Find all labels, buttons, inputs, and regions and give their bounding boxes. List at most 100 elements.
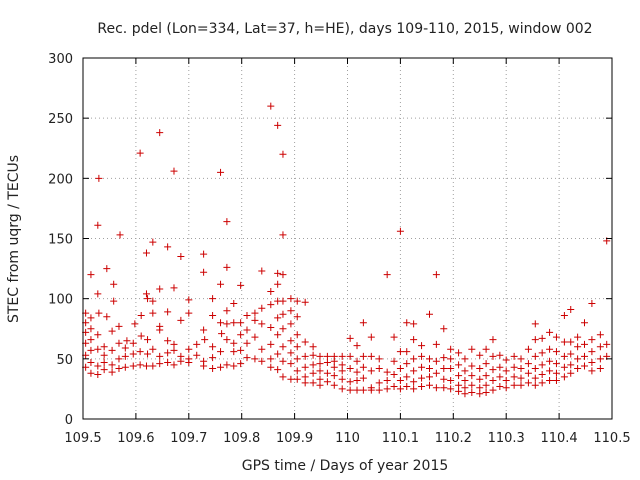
data-point [580, 340, 588, 348]
data-point [510, 363, 518, 371]
data-point [567, 361, 575, 369]
data-point [115, 364, 123, 372]
data-point [237, 346, 245, 354]
data-point [353, 376, 361, 384]
x-tick-labels: 109.5 109.6 109.7 109.8 109.9 110 110.1 110.2 11… [64, 431, 630, 446]
data-point [142, 362, 150, 370]
data-point [100, 366, 108, 374]
data-point [177, 316, 185, 324]
data-point [177, 357, 185, 365]
data-point [359, 363, 367, 371]
data-point [316, 360, 324, 368]
data-point [560, 338, 568, 346]
data-point [243, 339, 251, 347]
data-point [287, 349, 295, 357]
data-point [108, 361, 116, 369]
grid-lines [83, 58, 612, 419]
data-point [87, 358, 95, 366]
data-point [274, 121, 282, 129]
data-point [359, 319, 367, 327]
data-point [383, 368, 391, 376]
data-point [230, 319, 238, 327]
data-point [251, 309, 259, 317]
data-point [287, 337, 295, 345]
data-point [223, 307, 231, 315]
data-point [94, 370, 102, 378]
data-point [432, 271, 440, 279]
data-point [87, 325, 95, 333]
data-point [237, 360, 245, 368]
data-point [432, 357, 440, 365]
data-point [580, 362, 588, 370]
data-point [217, 168, 225, 176]
data-point [149, 238, 157, 246]
data-point [293, 331, 301, 339]
data-point [524, 360, 532, 368]
data-point [596, 343, 604, 351]
data-point [200, 326, 208, 334]
data-point [156, 360, 164, 368]
data-point [209, 354, 217, 362]
data-point [410, 367, 418, 375]
data-point [164, 243, 172, 251]
data-point [455, 372, 463, 380]
data-point [432, 369, 440, 377]
data-point [455, 381, 463, 389]
data-point [489, 352, 497, 360]
data-point [95, 309, 103, 317]
data-point [237, 319, 245, 327]
data-point [274, 269, 282, 277]
data-point [170, 340, 178, 348]
data-point [156, 326, 164, 334]
data-point [223, 361, 231, 369]
data-point [375, 386, 383, 394]
data-point [567, 305, 575, 313]
data-point [301, 298, 309, 306]
data-point [410, 385, 418, 393]
data-point [574, 333, 582, 341]
data-point [87, 346, 95, 354]
data-point [396, 348, 404, 356]
data-point [217, 348, 225, 356]
data-point [287, 375, 295, 383]
data-point [164, 349, 172, 357]
data-point [546, 345, 554, 353]
data-point [596, 355, 604, 363]
data-point [274, 331, 282, 339]
data-point [346, 334, 354, 342]
data-point [574, 355, 582, 363]
data-point [383, 271, 391, 279]
data-point [251, 355, 259, 363]
data-point [418, 342, 426, 350]
data-point [136, 149, 144, 157]
data-point [103, 265, 111, 273]
data-point [396, 385, 404, 393]
data-point [209, 312, 217, 320]
y-tick-label: 250 [48, 112, 73, 127]
data-point [142, 249, 150, 257]
y-tick-label: 50 [56, 353, 73, 368]
data-point [482, 345, 490, 353]
data-point [95, 174, 103, 182]
x-tick-label: 110.1 [382, 431, 419, 446]
data-point [588, 348, 596, 356]
data-point [375, 355, 383, 363]
data-point [293, 297, 301, 305]
data-point [410, 336, 418, 344]
data-point [517, 364, 525, 372]
data-point [468, 372, 476, 380]
data-point [144, 350, 152, 358]
data-point [517, 381, 525, 389]
data-point [201, 336, 209, 344]
data-point [185, 309, 193, 317]
data-point [223, 263, 231, 271]
data-point [293, 375, 301, 383]
data-point [217, 280, 225, 288]
data-point [156, 352, 164, 360]
y-tick-labels: 0 50 100 150 200 250 300 [48, 52, 73, 428]
data-point [496, 383, 504, 391]
y-tick-label: 150 [48, 233, 73, 248]
data-point [440, 375, 448, 383]
data-point [580, 319, 588, 327]
